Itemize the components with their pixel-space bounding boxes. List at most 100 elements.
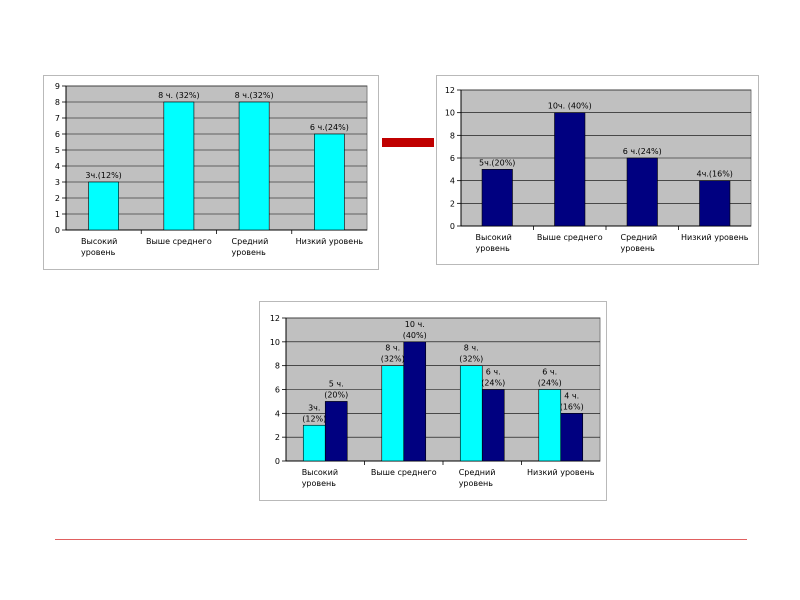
data-label-line: (12%) — [302, 414, 326, 423]
category-label-line: Высокий — [476, 233, 512, 242]
category-label-line: уровень — [621, 244, 656, 253]
y-tick-label: 0 — [55, 226, 60, 235]
category-label-line: Низкий уровень — [681, 233, 749, 242]
data-label-line: 6 ч.(24%) — [310, 123, 349, 132]
bar-1 — [163, 101, 195, 231]
chart-3-svg: 0 2 4 6 8 10 12 Высокий уровень 3ч. (12%) 5 ч. (20%)… — [270, 314, 601, 488]
bar-1 — [302, 424, 326, 462]
category-label-line: Низкий уровень — [527, 468, 595, 477]
data-label-line: 5ч.(20%) — [479, 158, 515, 167]
category-label: Высокий уровень — [476, 233, 512, 253]
data-label-line: (24%) — [481, 379, 505, 388]
y-tick-label: 4 — [275, 409, 280, 418]
category-label-line: Средний — [459, 468, 496, 477]
category-label: Выше среднего — [537, 233, 603, 242]
y-tick-label: 10 — [270, 338, 280, 347]
category-label-line: уровень — [476, 244, 511, 253]
bar-2 — [481, 389, 505, 462]
category-label-line: Средний — [232, 237, 269, 246]
data-label: 4 ч. (16%) — [560, 391, 584, 411]
y-tick-label: 10 — [445, 109, 455, 118]
data-label: 8 ч. (32%) — [158, 91, 199, 100]
y-tick-label: 9 — [55, 82, 60, 91]
bar-1 — [481, 169, 513, 227]
data-label: 8 ч.(32%) — [381, 344, 405, 364]
bar-1 — [626, 157, 658, 227]
y-tick-label: 6 — [450, 154, 455, 163]
y-tick-label: 12 — [270, 314, 280, 323]
data-label-line: (32%) — [459, 355, 483, 364]
data-label: 3ч.(12%) — [85, 171, 121, 180]
chart-1-svg: 0 1 2 3 4 5 6 7 8 9 Высокий уровень 3ч.(12%) Выше сре… — [55, 82, 368, 257]
data-label: 6 ч.(24%) — [310, 123, 349, 132]
data-label-line: 4ч.(16%) — [697, 170, 733, 179]
y-tick-label: 2 — [275, 433, 280, 442]
y-tick-label: 4 — [450, 177, 455, 186]
data-label-line: (24%) — [538, 379, 562, 388]
data-label: 4ч.(16%) — [697, 170, 733, 179]
category-label-line: Выше среднего — [371, 468, 437, 477]
chart-panel-1: 0 1 2 3 4 5 6 7 8 9 Высокий уровень 3ч.(12%) Выше сре… — [43, 75, 379, 270]
data-label: 5 ч. (20%) — [324, 379, 348, 399]
category-label: Выше среднего — [146, 237, 212, 246]
bar-1 — [314, 133, 345, 231]
data-label: 6 ч.(24%) — [538, 368, 562, 388]
category-label-line: уровень — [81, 248, 116, 257]
data-label: 10 ч. (40%) — [403, 320, 427, 340]
category-label-line: уровень — [232, 248, 267, 257]
category-label: Высокий уровень — [302, 468, 338, 488]
y-tick-label: 2 — [450, 199, 455, 208]
category-label: Низкий уровень — [296, 237, 364, 246]
category-label: Средний уровень — [232, 237, 269, 257]
data-label-line: 8 ч. — [385, 344, 400, 353]
bar-1 — [459, 365, 483, 462]
y-tick-label: 8 — [275, 362, 280, 371]
y-tick-label: 2 — [55, 194, 60, 203]
data-label-line: 6 ч. — [486, 368, 501, 377]
y-tick-label: 1 — [55, 210, 60, 219]
data-label: 5ч.(20%) — [479, 158, 515, 167]
data-label-line: 3ч.(12%) — [85, 171, 121, 180]
y-tick-label: 4 — [55, 162, 60, 171]
data-label-line: 10 ч. — [405, 320, 425, 329]
bar-1 — [381, 365, 405, 462]
category-label-line: Выше среднего — [537, 233, 603, 242]
category-label: Средний уровень — [459, 468, 496, 488]
data-label-line: (16%) — [560, 402, 584, 411]
y-tick-label: 6 — [275, 386, 280, 395]
category-label-line: Высокий — [302, 468, 338, 477]
y-tick-label: 8 — [450, 131, 455, 140]
y-tick-label: 12 — [445, 86, 455, 95]
data-label-line: 4 ч. — [564, 391, 579, 400]
category-label: Высокий уровень — [81, 237, 117, 257]
connector-bar — [382, 138, 434, 147]
data-label: 8 ч. (32%) — [459, 344, 483, 364]
bar-2 — [324, 401, 348, 462]
y-tick-label: 8 — [55, 98, 60, 107]
data-label: 10ч. (40%) — [548, 102, 592, 111]
category-label-line: Средний — [621, 233, 658, 242]
bar-1 — [538, 389, 562, 462]
bar-1 — [699, 180, 731, 227]
data-label-line: 8 ч. — [464, 344, 479, 353]
chart-panel-2: 0 2 4 6 8 10 12 Высокий уровень 5ч.(20%) Выше сред… — [436, 75, 759, 265]
bar-1 — [88, 181, 119, 231]
chart-panel-3: 0 2 4 6 8 10 12 Высокий уровень 3ч. (12%) 5 ч. (20%)… — [259, 301, 607, 501]
category-label: Низкий уровень — [527, 468, 595, 477]
data-label-line: 8 ч. (32%) — [158, 91, 199, 100]
data-label: 8 ч.(32%) — [235, 91, 274, 100]
category-label-line: уровень — [302, 479, 337, 488]
bar-2 — [403, 341, 427, 462]
bar-2 — [560, 413, 584, 462]
footer-rule — [55, 539, 747, 540]
data-label-line: (40%) — [403, 331, 427, 340]
y-tick-label: 3 — [55, 178, 60, 187]
data-label-line: (20%) — [324, 390, 348, 399]
category-label: Средний уровень — [621, 233, 658, 253]
category-label-line: Выше среднего — [146, 237, 212, 246]
bar-1 — [238, 101, 270, 231]
data-label: 3ч.(12%) — [302, 403, 326, 423]
data-label: 6 ч. (24%) — [481, 368, 505, 388]
category-label-line: Высокий — [81, 237, 117, 246]
y-tick-label: 6 — [55, 130, 60, 139]
